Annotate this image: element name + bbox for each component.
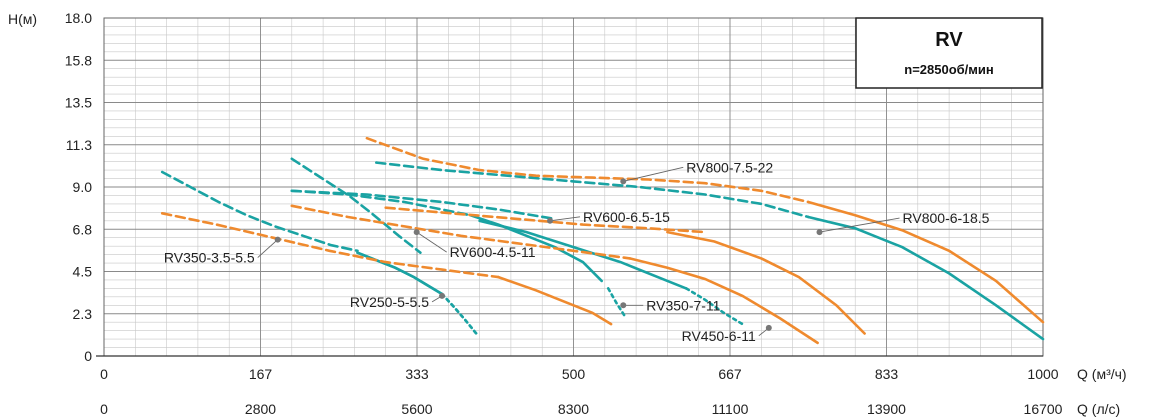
x2-tick-label: 11100 bbox=[712, 401, 749, 417]
series-RV600-4.5-11 bbox=[290, 204, 819, 345]
annotation-leader bbox=[416, 231, 447, 253]
y-tick-label: 18.0 bbox=[65, 10, 92, 26]
x2-tick-label: 0 bbox=[100, 401, 108, 417]
series-line-dashed bbox=[160, 212, 500, 279]
series-line-solid bbox=[628, 257, 819, 345]
series-line-dashed bbox=[160, 170, 359, 253]
y-tick-label: 0 bbox=[84, 348, 92, 364]
series-RV800-6-18.5 bbox=[375, 161, 1045, 341]
annotation-label: RV600-4.5-11 bbox=[450, 244, 536, 260]
y-tick-label: 9.0 bbox=[73, 179, 93, 195]
annotation-leader bbox=[623, 166, 684, 182]
x-tick-label: 1000 bbox=[1027, 366, 1058, 382]
series-line-solid bbox=[807, 215, 1045, 341]
annotation-label: RV600-6.5-15 bbox=[583, 209, 670, 225]
annotation-RV350-3.5-5.5: RV350-3.5-5.5 bbox=[164, 236, 281, 266]
series-line-dashed bbox=[365, 136, 810, 204]
annotation-RV350-7-11: RV350-7-11 bbox=[620, 297, 721, 313]
annotation-leader bbox=[257, 239, 279, 258]
annotation-RV250-5-5.5: RV250-5-5.5 bbox=[350, 292, 446, 310]
legend-box: RV n=2850об/мин bbox=[855, 17, 1043, 89]
x2-tick-label: 5600 bbox=[401, 401, 432, 417]
series-line-dashed bbox=[290, 189, 556, 221]
annotation-dot bbox=[620, 178, 627, 185]
annotation-dot bbox=[620, 302, 627, 309]
x-tick-label: 167 bbox=[249, 366, 273, 382]
y-tick-label: 6.8 bbox=[73, 221, 93, 237]
annotation-dot bbox=[274, 236, 281, 243]
series-line-solid bbox=[807, 200, 1045, 324]
y-tick-label: 11.3 bbox=[66, 137, 92, 153]
x2-tick-label: 16700 bbox=[1024, 401, 1063, 417]
chart-subtitle: n=2850об/мин bbox=[904, 62, 994, 77]
series-RV800-7.5-22 bbox=[365, 136, 1045, 324]
annotation-leader bbox=[549, 216, 581, 222]
annotation-label: RV800-7.5-22 bbox=[686, 159, 773, 175]
series-RV250-5-5.5b bbox=[160, 212, 613, 326]
annotation-dot bbox=[816, 229, 823, 236]
annotation-label: RV800-6-18.5 bbox=[903, 210, 990, 226]
series-line-solid bbox=[666, 230, 866, 335]
annotation-dot bbox=[547, 217, 554, 224]
annotation-RV450-6-11: RV450-6-11 bbox=[682, 324, 772, 344]
y-tick-label: 2.3 bbox=[73, 306, 93, 322]
annotation-RV600-6.5-15: RV600-6.5-15 bbox=[547, 209, 670, 225]
annotation-RV600-4.5-11: RV600-4.5-11 bbox=[413, 229, 536, 260]
annotation-label: RV350-3.5-5.5 bbox=[164, 250, 255, 266]
series-line-dashed bbox=[384, 206, 707, 234]
series-line-dashed bbox=[290, 204, 632, 260]
y-tick-label: 13.5 bbox=[65, 95, 92, 111]
x2-tick-label: 8300 bbox=[558, 401, 589, 417]
annotation-RV800-6-18.5: RV800-6-18.5 bbox=[816, 210, 990, 236]
annotation-dot bbox=[413, 229, 420, 236]
series-group bbox=[160, 136, 1045, 345]
grid-major bbox=[96, 17, 1044, 357]
x-tick-label: 333 bbox=[405, 366, 429, 382]
y-tick-label: 4.5 bbox=[73, 264, 93, 280]
series-line-tail bbox=[684, 287, 744, 326]
y-axis-ticks: 0 2.3 4.5 6.8 9.0 11.3 13.5 15.8 18.0 bbox=[65, 10, 92, 364]
series-line-tail bbox=[440, 292, 479, 337]
annotation-label: RV350-7-11 bbox=[646, 297, 720, 313]
x2-axis-title: Q (л/с) bbox=[1077, 401, 1120, 417]
series-line-dashed bbox=[290, 157, 422, 254]
x-axis-ticks: 0 167 333 500 667 833 1000 bbox=[100, 366, 1059, 382]
x-tick-label: 833 bbox=[875, 366, 899, 382]
x-tick-label: 0 bbox=[100, 366, 108, 382]
annotation-dot bbox=[439, 292, 446, 299]
x2-tick-label: 2800 bbox=[245, 401, 276, 417]
y-tick-label: 15.8 bbox=[65, 52, 92, 68]
series-line-dashed bbox=[375, 161, 810, 219]
annotation-label: RV450-6-11 bbox=[682, 328, 756, 344]
series-line-tail bbox=[606, 287, 627, 318]
x-axis-title: Q (м³/ч) bbox=[1077, 366, 1127, 382]
annotation-RV800-7.5-22: RV800-7.5-22 bbox=[620, 159, 773, 185]
x-tick-label: 500 bbox=[562, 366, 586, 382]
annotations-group: RV800-7.5-22 RV600-6.5-15 RV800-6-18.5 RV35… bbox=[164, 159, 990, 343]
y-axis-title: H(м) bbox=[8, 11, 37, 27]
annotation-label: RV250-5-5.5 bbox=[350, 294, 429, 310]
chart-title: RV bbox=[935, 29, 963, 51]
annotation-leader bbox=[819, 217, 900, 233]
x2-axis-ticks: 0 2800 5600 8300 11100 13900 16700 bbox=[100, 401, 1063, 417]
series-RV600-6.5-15 bbox=[384, 206, 866, 335]
series-line-solid bbox=[497, 275, 613, 326]
x-tick-label: 667 bbox=[718, 366, 742, 382]
annotation-dot bbox=[765, 324, 772, 331]
x2-tick-label: 13900 bbox=[867, 401, 906, 417]
